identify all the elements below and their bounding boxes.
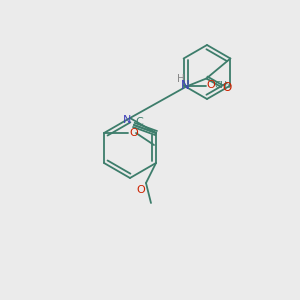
Text: N: N bbox=[181, 79, 190, 92]
Text: O: O bbox=[222, 81, 232, 94]
Text: O: O bbox=[136, 185, 145, 195]
Text: O: O bbox=[129, 128, 138, 138]
Text: O: O bbox=[207, 80, 215, 91]
Text: N: N bbox=[123, 115, 131, 125]
Text: H: H bbox=[176, 74, 184, 85]
Text: C: C bbox=[135, 117, 143, 127]
Text: CH₃: CH₃ bbox=[214, 82, 231, 91]
